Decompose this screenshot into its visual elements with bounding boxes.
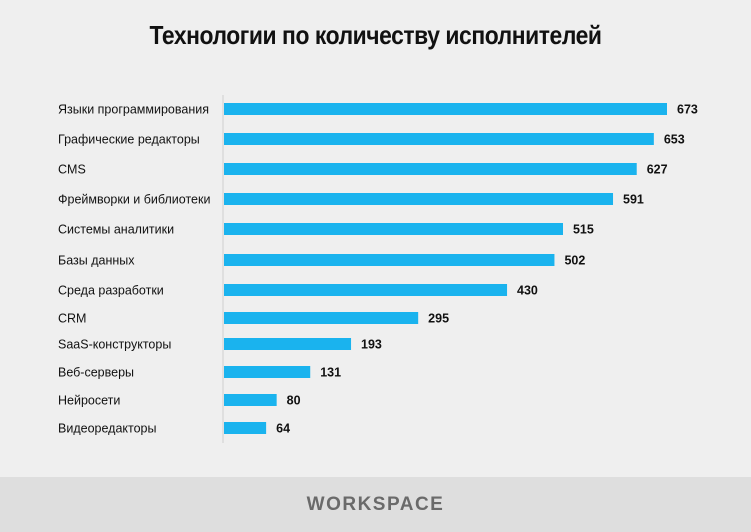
bar <box>224 254 555 266</box>
value-label: 515 <box>573 223 594 237</box>
category-label: CRM <box>58 312 86 326</box>
value-label: 193 <box>361 338 382 352</box>
bar <box>224 133 654 145</box>
category-label: Веб-серверы <box>58 366 134 380</box>
category-label: Графические редакторы <box>58 133 200 147</box>
category-label: SaaS-конструкторы <box>58 338 171 352</box>
bar <box>224 422 267 434</box>
category-label: CMS <box>58 163 86 177</box>
footer: WORKSPACE <box>0 477 751 532</box>
category-label: Языки программирования <box>58 103 209 117</box>
category-label: Нейросети <box>58 394 120 408</box>
bar <box>224 193 614 205</box>
value-label: 131 <box>320 366 341 380</box>
bar <box>224 394 277 406</box>
category-label: Фреймворки и библиотеки <box>58 193 210 207</box>
value-label: 295 <box>428 312 449 326</box>
value-label: 627 <box>647 163 668 177</box>
bar <box>224 163 637 175</box>
bar-chart: Языки программирования 673 Графические ред… <box>58 95 698 443</box>
category-label: Базы данных <box>58 254 135 268</box>
value-label: 673 <box>677 103 698 117</box>
bar <box>224 103 667 115</box>
chart-title: Технологии по количеству исполнителей <box>149 20 602 50</box>
value-label: 64 <box>276 422 290 436</box>
category-label: Среда разработки <box>58 284 164 298</box>
bar <box>224 223 563 235</box>
value-label: 502 <box>564 254 585 268</box>
value-label: 591 <box>623 193 644 207</box>
brand-logo: WORKSPACE <box>306 493 445 515</box>
value-label: 80 <box>287 394 301 408</box>
bar <box>224 284 508 296</box>
bar <box>224 312 419 324</box>
bar <box>224 338 352 350</box>
value-label: 653 <box>664 133 685 147</box>
category-label: Системы аналитики <box>58 223 174 237</box>
value-label: 430 <box>517 284 538 298</box>
bar <box>224 366 311 378</box>
category-label: Видеоредакторы <box>58 422 156 436</box>
